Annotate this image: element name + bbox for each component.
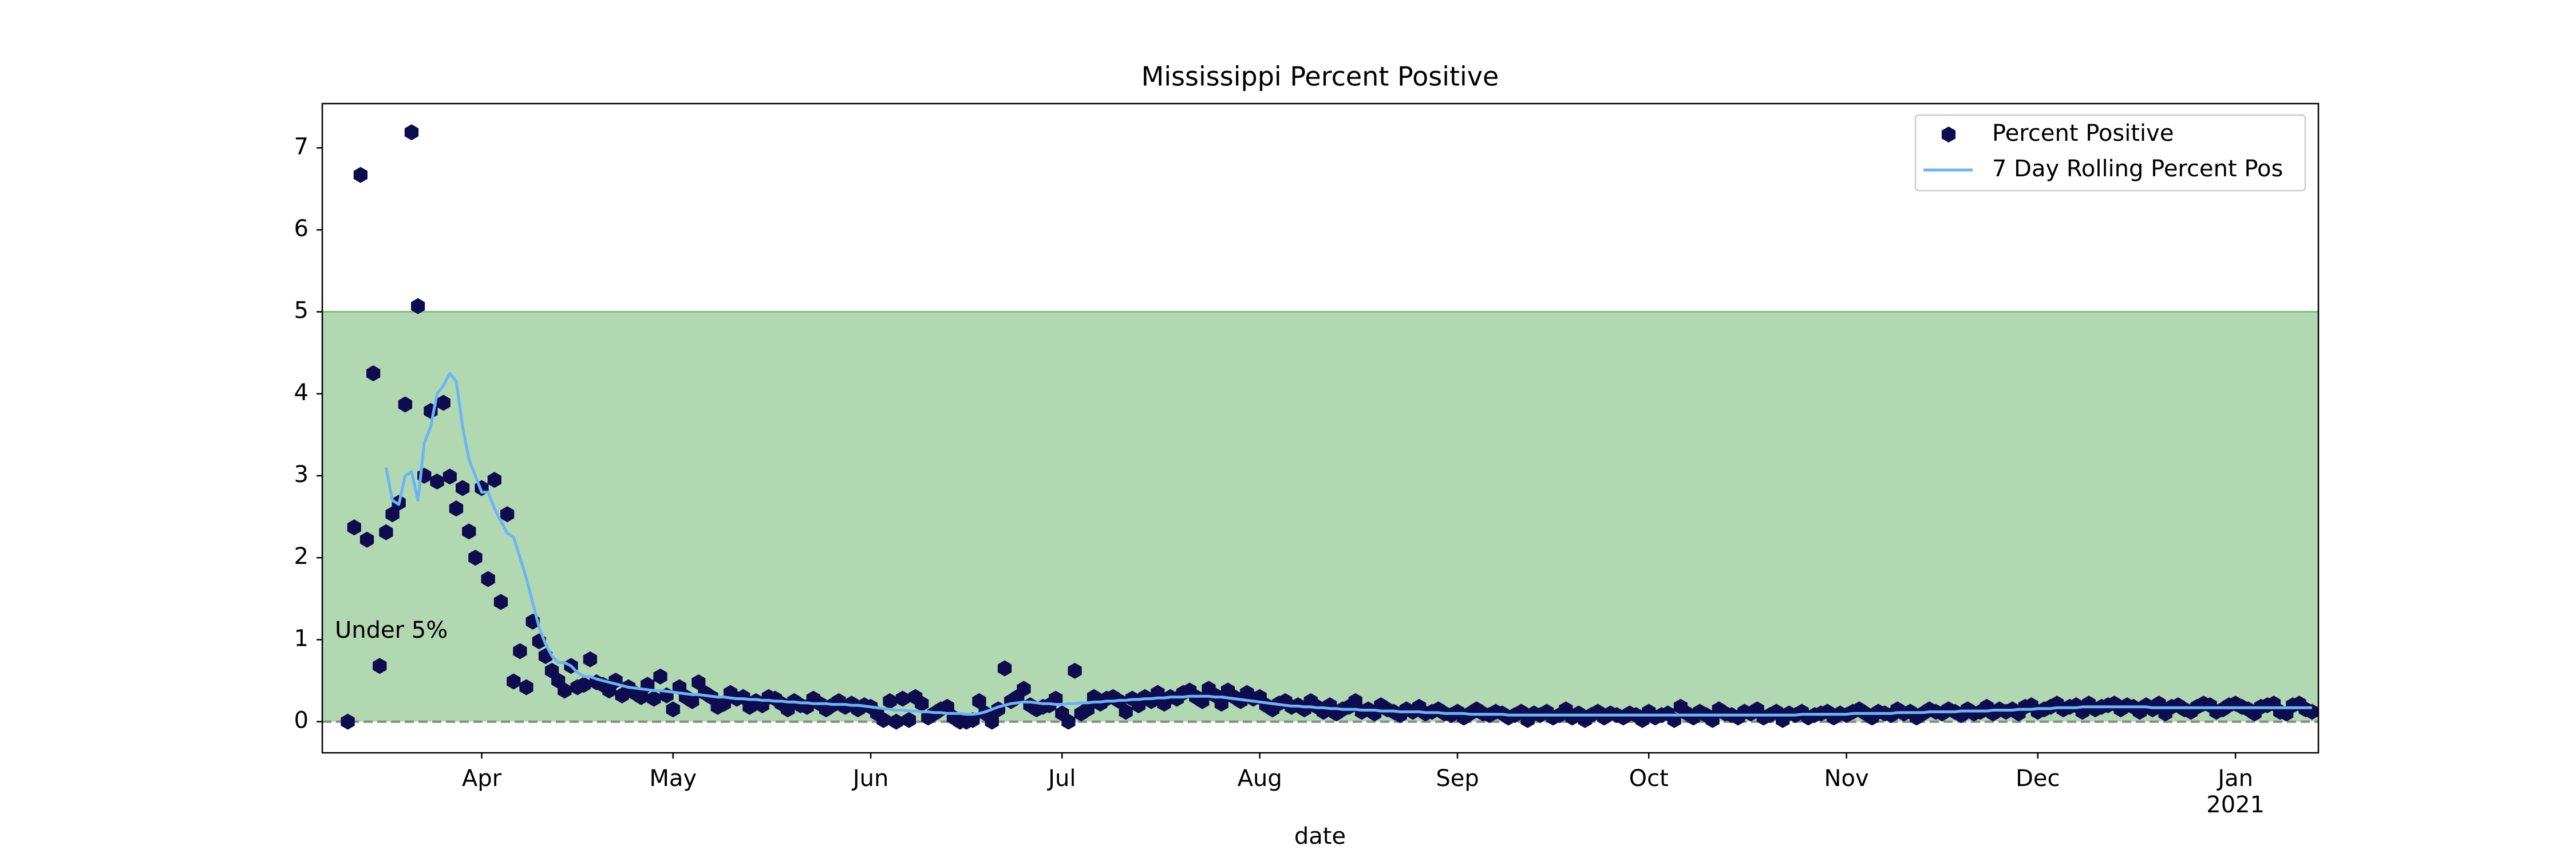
data-point: [449, 500, 464, 517]
x-tick-label: Apr: [462, 765, 502, 792]
data-point: [341, 713, 355, 730]
data-point: [519, 679, 534, 696]
data-point: [379, 524, 393, 540]
data-point: [404, 124, 419, 141]
data-point: [895, 690, 910, 707]
data-point: [997, 660, 1012, 677]
data-point: [692, 674, 706, 690]
x-tick-label: Sep: [1436, 765, 1479, 792]
data-point: [883, 693, 897, 709]
x-tick-label: Dec: [2016, 765, 2060, 792]
data-point: [468, 550, 483, 566]
data-point: [889, 713, 903, 730]
rolling-line: [384, 372, 2312, 717]
data-point: [366, 365, 381, 382]
data-point: [507, 673, 521, 690]
x-tick-label: Aug: [1238, 765, 1282, 792]
x-tick-label: Jun: [851, 765, 889, 792]
data-point: [1017, 681, 1031, 697]
data-point: [411, 298, 425, 314]
data-point: [462, 523, 476, 540]
data-point: [940, 698, 954, 715]
data-point: [1119, 704, 1133, 720]
legend-box: [1914, 114, 2306, 192]
data-point: [1061, 713, 1076, 730]
y-tick-label: 4: [294, 380, 309, 406]
y-tick-label: 2: [294, 543, 309, 570]
data-point: [500, 506, 515, 523]
data-point: [1214, 696, 1228, 712]
legend: Percent Positive 7 Day Rolling Percent Po…: [1914, 114, 2306, 192]
data-point: [1068, 662, 1082, 679]
data-point: [876, 712, 891, 728]
data-point: [353, 167, 368, 183]
y-tick-label: 3: [294, 461, 309, 488]
data-point: [915, 696, 929, 712]
data-point: [493, 594, 508, 610]
data-point: [634, 689, 649, 705]
data-point: [685, 693, 700, 709]
data-point: [902, 712, 916, 728]
data-point: [481, 571, 495, 587]
data-point: [347, 519, 361, 536]
data-point: [647, 690, 661, 707]
data-point: [558, 682, 572, 699]
data-point: [398, 396, 412, 413]
data-point: [456, 480, 470, 496]
data-point: [1348, 693, 1362, 709]
data-point: [1080, 701, 1095, 718]
x-tick-label: May: [649, 765, 697, 792]
data-point: [583, 651, 597, 668]
data-point: [966, 712, 980, 728]
data-point: [653, 668, 667, 685]
plot-area: [341, 124, 2318, 730]
data-point: [385, 506, 400, 523]
y-tick-label: 6: [294, 216, 309, 242]
threshold-label: Under 5%: [335, 617, 448, 643]
data-point: [985, 713, 999, 730]
data-point: [359, 531, 374, 548]
y-tick-label: 7: [294, 133, 309, 160]
x-tick-label: Jul: [1046, 765, 1076, 792]
x-tick-label: Jan 2021: [2206, 765, 2265, 818]
data-point: [513, 643, 527, 659]
threshold-band: [322, 311, 2318, 722]
data-point: [487, 472, 501, 488]
legend-label: 7 Day Rolling Percent Pos: [1992, 156, 2283, 182]
data-point: [442, 468, 457, 485]
data-point: [576, 677, 591, 693]
data-point: [972, 693, 986, 709]
data-point: [436, 394, 451, 411]
legend-marker: [1941, 127, 1956, 143]
y-tick-label: 5: [294, 298, 309, 324]
y-tick-label: 1: [294, 625, 309, 651]
legend-label: Percent Positive: [1992, 120, 2174, 147]
data-point: [717, 696, 731, 712]
x-tick-label: Oct: [1629, 765, 1669, 792]
data-point: [430, 473, 444, 490]
x-tick-label: Nov: [1824, 765, 1869, 792]
data-point: [666, 701, 680, 718]
plot-frame: [321, 102, 2320, 754]
x-axis-label: date: [1294, 823, 1346, 850]
chart-title: Mississippi Percent Positive: [1141, 61, 1499, 92]
data-point: [373, 658, 387, 674]
y-tick-label: 0: [294, 708, 309, 734]
